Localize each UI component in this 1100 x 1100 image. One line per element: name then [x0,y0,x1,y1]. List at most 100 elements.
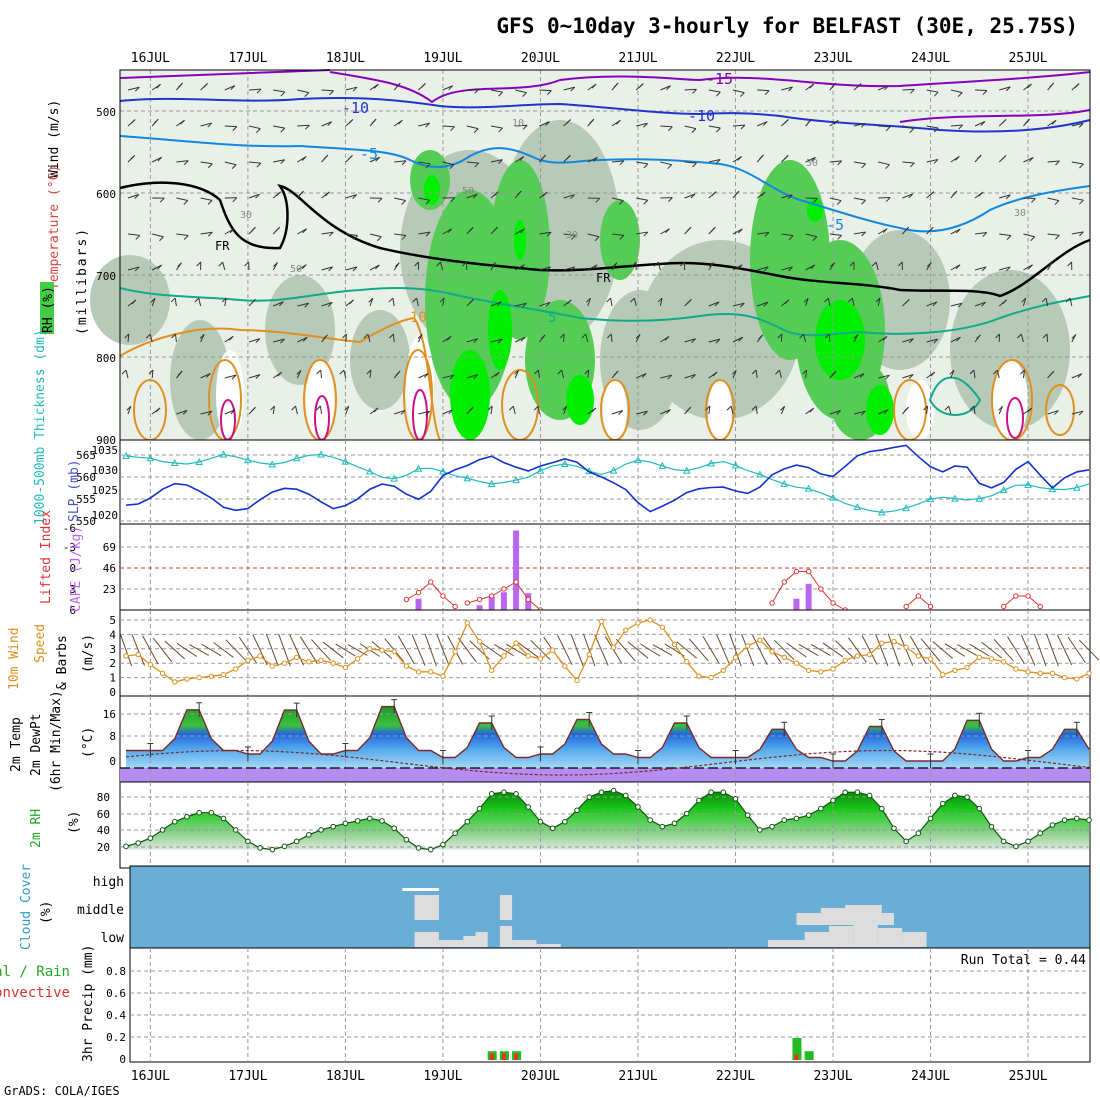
rh-point [427,846,434,853]
upper-wind-barb [442,374,454,379]
cloud-low-block [768,940,805,947]
upper-wind-barb-flag [1049,370,1055,376]
upper-wind-barb [973,369,976,379]
thickness-point [463,474,472,482]
upper-wind-barb [514,336,526,343]
upper-wind-barb [805,369,808,379]
upper-wind-barb [248,193,260,199]
rh-point [501,789,507,796]
upper-wind-barb [1071,161,1084,165]
cloud-low-block [438,940,464,947]
upper-wind-barb-flag [473,128,479,133]
upper-wind-barb [1071,122,1084,127]
upper-wind-barb-flag [448,85,454,91]
rh-point [671,820,678,827]
upper-wind-barb-flag [533,405,539,411]
upper-wind-barb-flag [207,199,213,205]
upper-wind-barb [224,161,237,166]
wind-speed-point [866,651,873,658]
upper-wind-barb-flag [547,90,552,96]
upper-wind-barb [853,122,866,127]
upper-wind-barb [636,122,648,127]
upper-wind-barb [974,301,986,307]
upper-wind-barb-flag [199,334,205,339]
upper-wind-barb-flag [777,333,783,339]
upper-wind-barb-flag [613,370,619,376]
wind-speed-point [708,674,714,681]
wind-speed-point [720,667,727,674]
upper-wind-barb [587,156,598,163]
upper-wind-barb-flag [157,264,163,270]
upper-wind-barb [563,333,565,343]
upper-wind-barb-flag [664,336,670,341]
upper-wind-barb-flag [325,191,330,197]
upper-wind-barb [827,297,831,307]
upper-wind-barb [224,125,237,128]
upper-wind-barb-flag [884,85,889,91]
cape-bar [793,598,800,610]
upper-wind-barb [781,233,794,237]
upper-wind-barb [611,409,623,415]
upper-wind-barb [320,369,323,379]
upper-wind-barb [273,338,285,343]
upper-wind-barb-flag [714,301,720,307]
freezing-label-left: FR [215,239,230,253]
upper-wind-barb-flag [196,261,202,267]
upper-wind-barb-flag [514,369,519,375]
upper-wind-barb [902,193,913,199]
upper-air-panel: 500 600 700 800 900 -15 -10 -10 -5 -5 FR… [40,69,1091,447]
upper-wind-barb [515,302,527,307]
wind10m-barb [506,643,527,657]
upper-wind-barb-flag [667,126,673,132]
upper-wind-barb-flag [581,333,587,339]
upper-wind-barb [781,86,793,91]
upper-wind-barb-flag [978,191,984,197]
upper-wind-barb-flag [807,118,813,124]
cloud-low-block [499,926,513,947]
upper-wind-barb-flag [304,92,310,97]
wind10m-barb [944,643,966,657]
wind-speed-point [623,627,629,633]
thickness-point [146,454,155,462]
upper-wind-barb-flag [690,193,696,199]
rh-point [1013,843,1019,850]
chart-title: GFS 0~10day 3-hourly for BELFAST (30E, 2… [496,14,1078,38]
upper-wind-barb-flag [468,406,474,412]
upper-wind-barb [657,261,661,271]
upper-wind-barb-flag [691,338,696,344]
upper-wind-barb-flag [316,369,322,375]
rh-point [927,815,934,822]
upper-wind-barb-flag [472,193,478,199]
upper-wind-barb-flag [643,163,649,169]
wind-speed-point [391,648,397,655]
upper-wind-barb-flag [932,301,938,307]
wind10m-barb [335,643,356,657]
upper-wind-barb-flag [207,231,213,237]
upper-wind-barb [343,369,347,379]
rh-point [1037,830,1044,837]
wind-speed-point [220,672,227,678]
wind10m-barb [920,638,941,662]
upper-wind-barb-flag [398,119,403,125]
rh-label-50c: 50 [462,186,474,197]
upper-wind-barb-flag [954,156,960,161]
cloud-frame [129,865,1091,949]
upper-wind-barb-flag [327,121,333,127]
upper-wind-barb-flag [885,197,891,202]
wind10m-unit: (m/s) [81,634,96,673]
upper-wind-barb-flag [557,369,563,375]
rh-point [184,814,190,820]
upper-wind-barb [442,125,455,128]
lifted-index-point [769,600,775,606]
upper-wind-barb [877,409,889,415]
upper-wind-barb-flag [955,264,961,270]
wind10m-label-1: 10m Wind [7,627,22,690]
upper-wind-barb-flag [1055,234,1060,240]
upper-wind-barb-flag [775,369,780,375]
wind10m-barb [1020,634,1036,666]
upper-wind-barb-flag [591,83,597,89]
upper-wind-barb [392,297,395,307]
wind10m-barb [627,641,649,659]
upper-wind-barb-flag [715,338,721,344]
